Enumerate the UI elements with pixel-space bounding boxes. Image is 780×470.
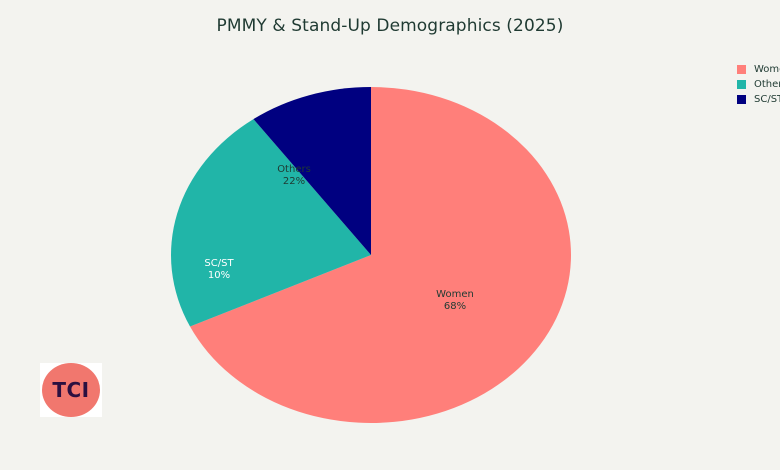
legend-item-sc-st[interactable]: SC/ST [737, 92, 780, 107]
pie-slice-women[interactable] [190, 87, 571, 423]
pie-slice-others[interactable] [170, 119, 371, 327]
slice-value-sc-st: 10% [208, 270, 230, 281]
legend-swatch-women [737, 65, 746, 74]
tci-logo-text: TCI [52, 378, 90, 402]
legend-swatch-others [737, 80, 746, 89]
slice-label-others: Others [277, 164, 311, 175]
slice-value-women: 68% [444, 301, 466, 312]
slice-value-others: 22% [283, 176, 305, 187]
slice-label-women: Women [436, 289, 474, 300]
legend: Women Others SC/ST [737, 62, 780, 107]
tci-logo-circle: TCI [42, 363, 100, 417]
legend-swatch-sc-st [737, 95, 746, 104]
pie-slice-sc-st[interactable] [253, 87, 371, 255]
tci-logo: TCI [40, 363, 102, 417]
legend-label-others: Others [754, 79, 780, 90]
chart-title: PMMY & Stand-Up Demographics (2025) [216, 16, 564, 36]
legend-item-others[interactable]: Others [737, 77, 780, 92]
legend-item-women[interactable]: Women [737, 62, 780, 77]
slice-label-sc-st: SC/ST [204, 258, 234, 269]
legend-label-women: Women [754, 64, 780, 75]
legend-label-sc-st: SC/ST [754, 94, 780, 105]
